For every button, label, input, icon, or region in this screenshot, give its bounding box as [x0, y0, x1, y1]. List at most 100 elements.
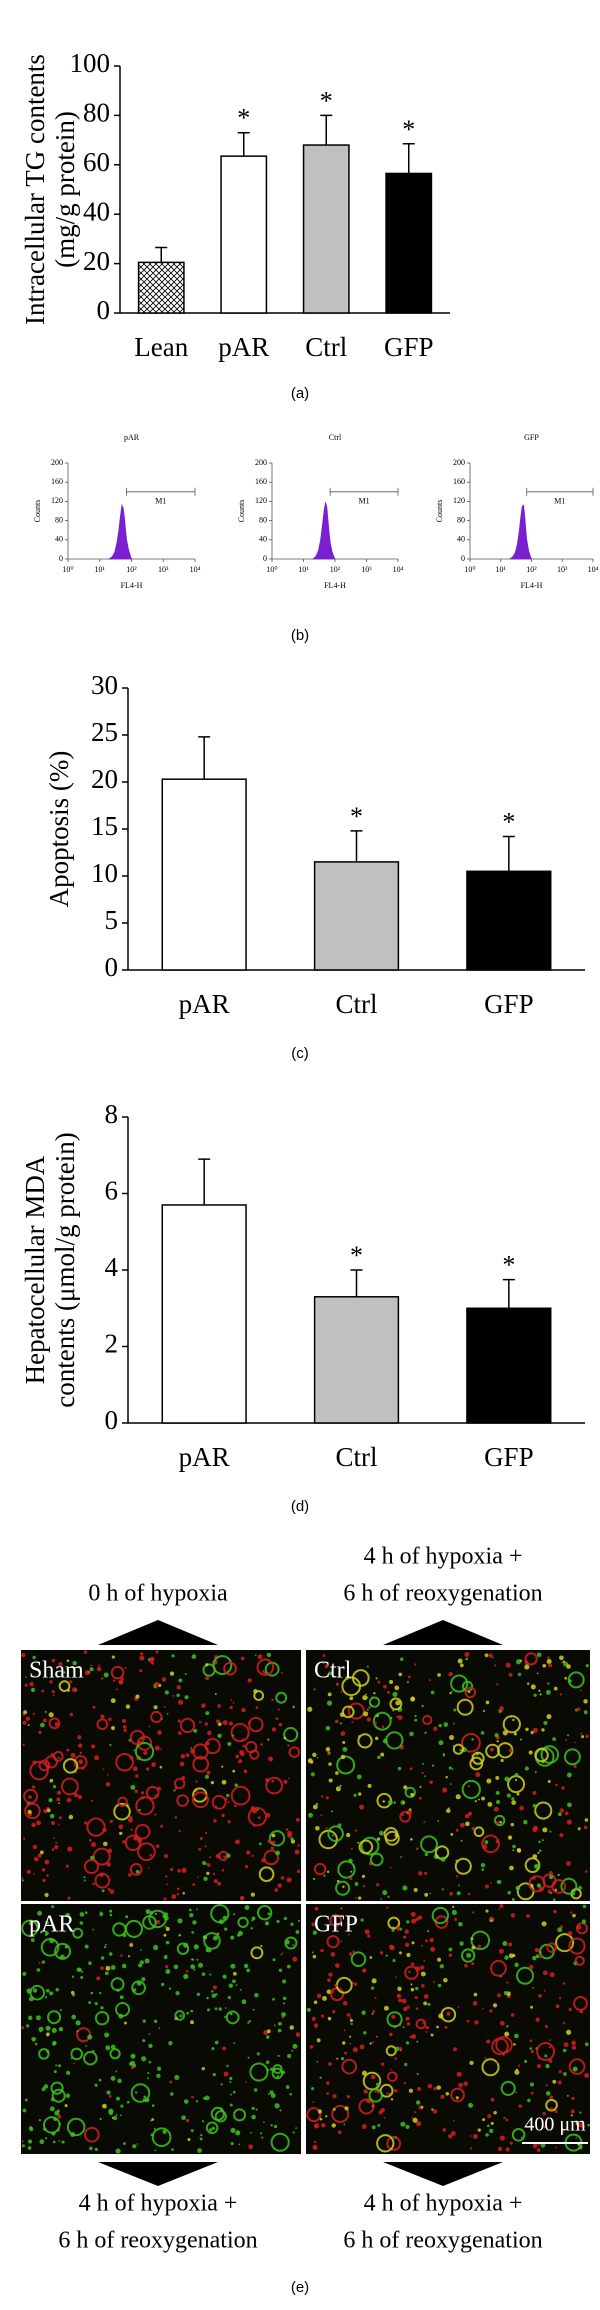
- y-tick-label: 20: [91, 764, 118, 794]
- cell: [481, 1868, 485, 1872]
- cell: [471, 1751, 485, 1765]
- cell: [560, 1925, 564, 1929]
- cell: [178, 1699, 184, 1705]
- cell: [52, 2140, 56, 2144]
- y-tick-label: 20: [83, 246, 110, 276]
- cell: [316, 2060, 319, 2063]
- cell: [94, 2083, 98, 2087]
- cell: [59, 1954, 65, 1960]
- cell: [233, 2108, 247, 2122]
- cell: [205, 1663, 209, 1667]
- cell: [84, 1944, 89, 1949]
- cell: [44, 2137, 48, 2140]
- cell: [27, 1809, 32, 1815]
- cell: [346, 2094, 351, 2099]
- cell: [534, 1771, 537, 1773]
- cell: [131, 1980, 146, 1996]
- cell: [387, 1690, 390, 1694]
- cell: [468, 2102, 474, 2108]
- error-bar: [402, 143, 415, 174]
- cell: [415, 1917, 419, 1922]
- cell: [441, 1888, 444, 1891]
- cell: [222, 2046, 227, 2051]
- cell: [562, 2048, 567, 2053]
- cell: [115, 2070, 118, 2073]
- cell: [328, 1671, 333, 1676]
- cell: [289, 2092, 293, 2096]
- cell: [444, 2025, 448, 2029]
- cell: [230, 1935, 235, 1940]
- cell: [534, 1801, 553, 1820]
- cell: [562, 2021, 566, 2025]
- cell: [569, 1911, 573, 1914]
- cell: [371, 1978, 377, 1984]
- cell: [168, 2041, 173, 2046]
- bar: [161, 1204, 247, 1424]
- cell: [257, 1816, 261, 1820]
- cell: [548, 2045, 552, 2049]
- cell: [210, 2106, 225, 2121]
- cell: [89, 2146, 93, 2151]
- cell: [280, 1671, 283, 1674]
- cell: [542, 2125, 546, 2129]
- cell: [230, 1963, 236, 1969]
- cell: [570, 2114, 573, 2117]
- cell: [394, 1685, 400, 1691]
- cell: [536, 1883, 542, 1888]
- cell: [358, 2098, 375, 2115]
- cell: [564, 1811, 569, 1816]
- cell: [201, 2067, 205, 2071]
- cell: [36, 1820, 42, 1826]
- cell: [391, 2014, 396, 2019]
- cell: [71, 1687, 78, 1693]
- cell: [195, 1780, 198, 1783]
- cell: [464, 1813, 470, 1819]
- cell: [581, 1735, 585, 1739]
- cell: [310, 1772, 315, 1777]
- cell: [49, 1680, 53, 1684]
- cell: [44, 1892, 49, 1898]
- cell: [148, 1725, 151, 1728]
- cell: [431, 1906, 449, 1925]
- cell: [280, 1953, 283, 1956]
- cell: [502, 1715, 521, 1734]
- cell: [92, 1928, 95, 1931]
- cell: [285, 1939, 290, 1945]
- cell: [193, 1728, 198, 1733]
- cell: [49, 1778, 54, 1783]
- cell: [104, 1971, 109, 1976]
- cell: [406, 1952, 411, 1958]
- cell: [422, 1762, 424, 1765]
- cell: [349, 2035, 352, 2038]
- bar: [313, 1296, 400, 1424]
- cell: [549, 1972, 555, 1978]
- significance-mark: *: [237, 104, 250, 133]
- cell: [521, 2136, 523, 2139]
- cell: [230, 2142, 234, 2146]
- cell: [507, 1890, 511, 1895]
- cell: [141, 2056, 147, 2062]
- x-tick-label: 10³: [557, 565, 568, 574]
- cell: [455, 1794, 461, 1800]
- cell: [534, 1864, 539, 1869]
- cell: [374, 2090, 377, 2093]
- cell: [312, 1930, 317, 1935]
- cell: [536, 2064, 541, 2069]
- cell: [503, 1991, 508, 1996]
- cell: [392, 1958, 396, 1963]
- cell: [368, 2088, 383, 2103]
- cell: [367, 1934, 371, 1938]
- cell: [48, 1712, 54, 1718]
- cell: [350, 1847, 353, 1850]
- y-tick-label: 0: [263, 554, 267, 563]
- cell: [404, 1786, 416, 1799]
- cell: [153, 2019, 158, 2023]
- cell: [387, 2092, 391, 2096]
- cell: [227, 1741, 232, 1746]
- cell: [142, 2098, 146, 2101]
- cell: [104, 1943, 107, 1946]
- cell: [99, 1991, 102, 1995]
- cell: [538, 1840, 541, 1844]
- cell: [25, 1716, 30, 1721]
- cell: [78, 1759, 84, 1765]
